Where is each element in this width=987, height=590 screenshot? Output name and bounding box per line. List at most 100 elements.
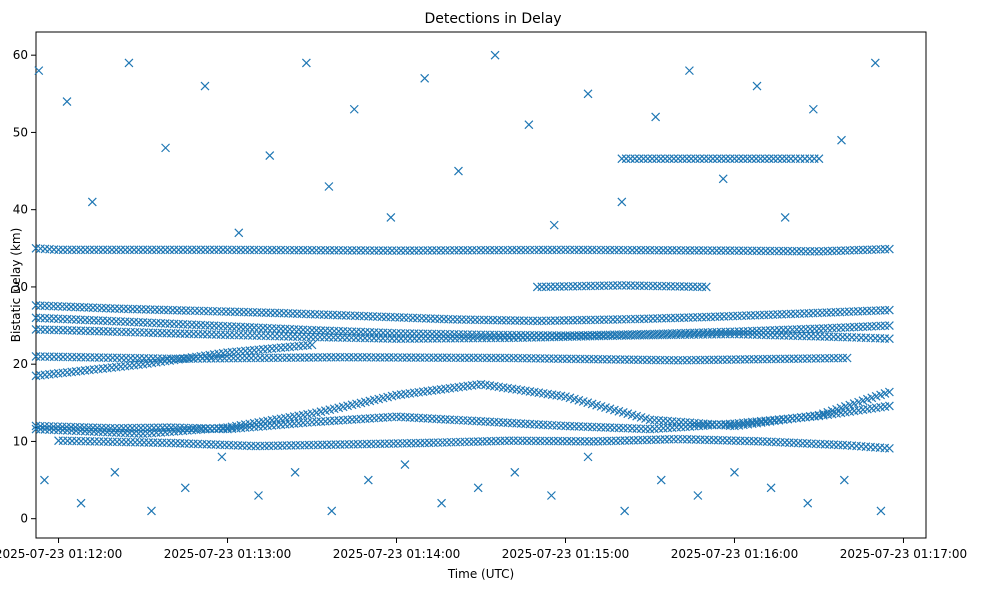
data-point bbox=[298, 245, 308, 255]
data-point bbox=[301, 58, 311, 68]
data-point bbox=[650, 424, 659, 434]
data-point bbox=[725, 154, 735, 164]
data-point bbox=[655, 355, 665, 365]
data-point bbox=[432, 414, 441, 424]
data-point bbox=[189, 329, 199, 339]
data-point bbox=[652, 154, 661, 164]
data-point bbox=[44, 301, 54, 311]
data-point bbox=[522, 333, 532, 342]
data-point bbox=[776, 354, 785, 364]
data-point bbox=[400, 460, 410, 470]
data-point bbox=[555, 316, 564, 325]
data-point bbox=[506, 316, 516, 325]
data-point bbox=[503, 418, 513, 428]
data-point bbox=[766, 483, 776, 493]
data-point bbox=[740, 436, 750, 446]
data-point bbox=[660, 154, 670, 164]
data-point bbox=[406, 353, 416, 362]
data-point bbox=[392, 334, 401, 344]
data-point bbox=[273, 353, 283, 363]
data-point bbox=[666, 313, 676, 323]
data-point bbox=[49, 352, 59, 362]
data-point bbox=[712, 154, 722, 164]
data-point bbox=[630, 281, 640, 291]
data-point bbox=[454, 245, 464, 255]
data-point bbox=[151, 245, 161, 255]
data-point bbox=[804, 308, 814, 318]
data-point bbox=[602, 436, 612, 446]
data-point bbox=[294, 325, 304, 335]
data-point bbox=[641, 245, 650, 255]
data-point bbox=[647, 435, 656, 445]
data-point bbox=[862, 306, 872, 316]
data-point bbox=[301, 309, 311, 319]
data-point bbox=[458, 415, 468, 425]
data-point bbox=[177, 305, 186, 315]
data-point bbox=[712, 246, 722, 255]
data-point bbox=[193, 439, 203, 449]
data-point bbox=[478, 353, 487, 363]
data-point bbox=[306, 309, 315, 319]
data-point bbox=[280, 324, 290, 334]
data-point bbox=[209, 245, 219, 255]
data-point bbox=[644, 281, 653, 291]
data-point bbox=[378, 246, 388, 255]
data-point bbox=[675, 313, 685, 323]
data-point bbox=[135, 437, 145, 447]
data-point bbox=[836, 246, 846, 256]
data-point bbox=[475, 315, 484, 325]
data-point bbox=[547, 420, 557, 430]
data-point bbox=[703, 246, 713, 255]
data-point bbox=[331, 352, 341, 362]
data-point bbox=[346, 311, 355, 321]
data-point bbox=[67, 436, 77, 446]
data-point bbox=[71, 245, 81, 255]
data-point bbox=[747, 246, 757, 256]
data-point bbox=[583, 452, 593, 462]
data-point bbox=[566, 436, 576, 446]
data-point bbox=[586, 281, 596, 291]
data-point bbox=[706, 312, 716, 322]
data-point bbox=[171, 438, 181, 448]
data-point bbox=[629, 355, 639, 365]
data-point bbox=[823, 246, 833, 256]
data-point bbox=[371, 439, 381, 449]
data-point bbox=[656, 154, 666, 164]
data-point bbox=[162, 328, 172, 338]
data-point bbox=[779, 330, 789, 340]
data-point bbox=[264, 353, 274, 363]
data-point bbox=[81, 326, 90, 336]
data-point bbox=[430, 314, 440, 324]
data-point bbox=[561, 245, 570, 255]
data-point bbox=[198, 329, 208, 339]
data-point bbox=[652, 313, 662, 323]
data-point bbox=[565, 245, 575, 255]
data-point bbox=[357, 352, 367, 362]
data-point bbox=[337, 310, 347, 320]
data-point bbox=[161, 143, 170, 153]
data-point bbox=[67, 352, 77, 362]
data-point bbox=[807, 439, 816, 449]
data-point bbox=[777, 309, 787, 319]
data-point bbox=[629, 435, 639, 445]
data-point bbox=[365, 246, 375, 255]
data-point bbox=[172, 305, 182, 315]
data-point bbox=[528, 316, 538, 326]
data-point bbox=[120, 317, 130, 327]
x-tick-label: 2025-07-23 01:13:00 bbox=[164, 547, 291, 561]
data-point bbox=[743, 246, 753, 256]
data-point bbox=[756, 246, 766, 256]
data-point bbox=[80, 245, 90, 255]
data-point bbox=[356, 246, 366, 255]
data-point bbox=[160, 245, 170, 255]
data-point bbox=[408, 313, 418, 323]
data-point bbox=[424, 353, 434, 363]
data-point bbox=[457, 315, 467, 324]
data-point bbox=[663, 245, 673, 255]
data-point bbox=[279, 308, 289, 318]
data-point bbox=[257, 308, 267, 318]
data-point bbox=[577, 281, 587, 291]
data-point bbox=[543, 420, 553, 430]
data-point bbox=[49, 314, 59, 324]
data-point bbox=[409, 413, 419, 423]
